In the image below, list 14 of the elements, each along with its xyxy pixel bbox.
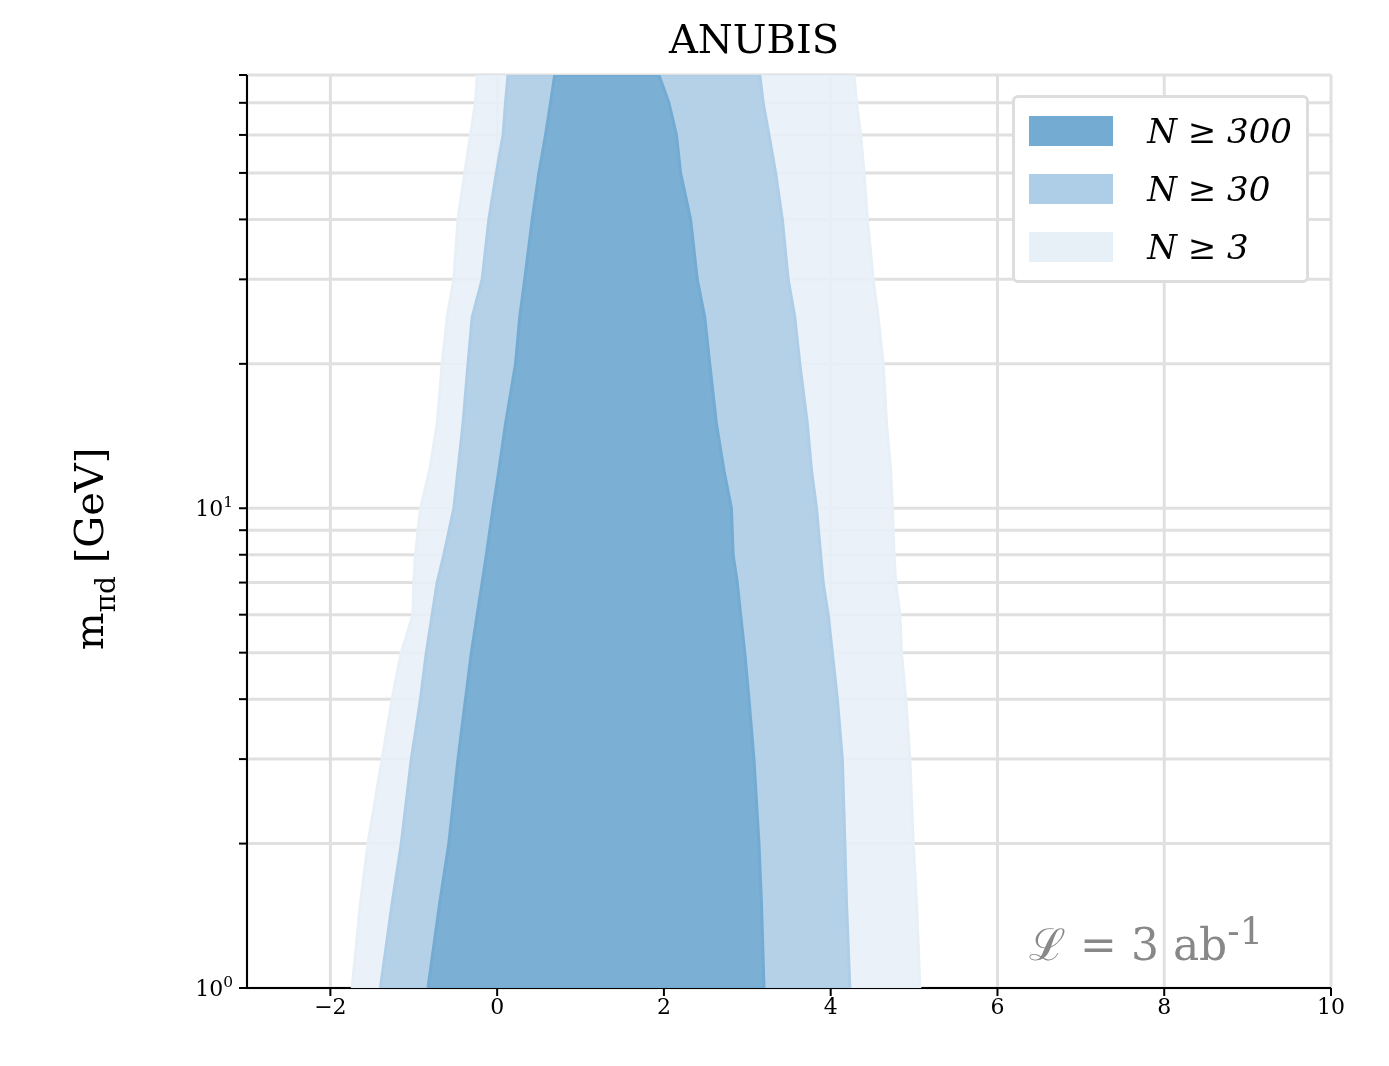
legend-label: N ≥ 30 [1147,169,1271,209]
x-tick-label: 4 [823,993,838,1019]
x-tick-label: −2 [314,993,347,1019]
x-tick-label: 0 [490,993,505,1019]
legend-label: N ≥ 300 [1147,111,1292,151]
x-tick-label: 8 [1157,993,1172,1019]
y-tick-label: 10$^{0}$ [195,973,233,1001]
x-tick-label: 2 [656,993,671,1019]
annotation: ℒ = 3 ab$^{-1}$ [1029,910,1263,970]
chart-title: ANUBIS [667,16,841,62]
legend-label: N ≥ 3 [1147,227,1249,267]
y-tick-label: 10$^{1}$ [195,493,233,522]
x-tick-label: 6 [990,993,1005,1019]
x-tick-label: 10 [1317,993,1345,1019]
